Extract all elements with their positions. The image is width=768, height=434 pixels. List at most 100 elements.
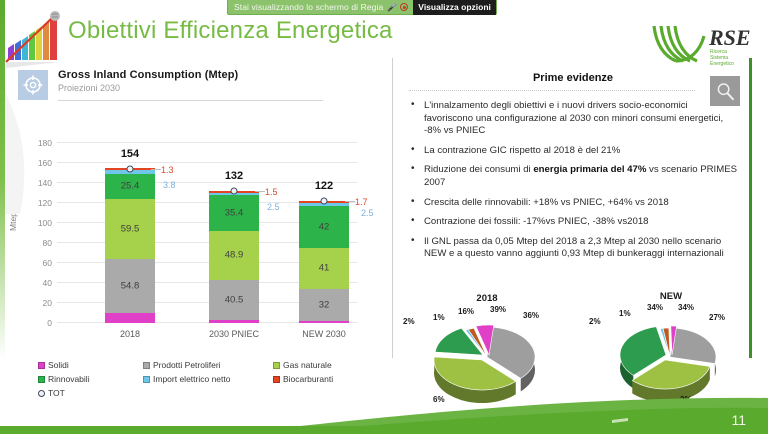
x-axis-tick: 2018 (119, 329, 141, 339)
bar-segment: 32 (299, 288, 349, 321)
y-axis-tick: 40 (42, 278, 52, 288)
evidence-bullet: Crescita delle rinnovabili: +18% vs PNIE… (407, 196, 739, 210)
bar-segment: 40.5 (209, 279, 259, 321)
gridline: 60 (43, 258, 357, 268)
bar-segment-label: 54.8 (120, 280, 140, 292)
evidence-bullet: Riduzione dei consumi di energia primari… (407, 163, 739, 189)
pie-chart-2018 (433, 324, 536, 403)
y-axis-tick: 60 (42, 258, 52, 268)
pie-slice[interactable] (434, 327, 484, 356)
screen-share-banner: Stai visualizzando lo schermo di Regia 🎤… (227, 0, 497, 15)
left-accent-bar (0, 0, 5, 360)
legend-swatch (273, 375, 280, 383)
chart-card-title: Gross Inland Consumption (Mtep) (58, 69, 239, 81)
bar-segment-label: 41 (318, 262, 330, 274)
legend-label: TOT (48, 388, 65, 398)
pie-slice[interactable] (631, 359, 711, 390)
gridline: 0 (47, 318, 357, 328)
gridline: 160 (38, 158, 357, 168)
pie-slice[interactable] (670, 325, 677, 356)
biocarburanti-callout: 1.5 (265, 187, 278, 197)
pie-slice-percent: 27% (709, 313, 726, 322)
y-axis-tick: 80 (42, 238, 52, 248)
legend-item[interactable]: Biocarburanti (273, 374, 368, 384)
legend-swatch (143, 375, 150, 383)
pie-slice[interactable] (433, 356, 517, 391)
target-crosshair-icon (18, 70, 48, 100)
pie-slice[interactable] (662, 327, 671, 358)
pie-chart-title: NEW (659, 291, 683, 302)
gridline: 20 (43, 298, 357, 308)
legend-item[interactable]: TOT (38, 388, 143, 398)
y-axis-tick: 140 (37, 178, 52, 188)
pie-slice[interactable] (475, 324, 495, 357)
total-marker (126, 165, 134, 173)
svg-text:Sistema: Sistema (710, 55, 728, 61)
legend-label: Import elettrico netto (153, 374, 231, 384)
bar-total-label: 154 (120, 148, 140, 160)
pie-slice-percent: 2% (589, 317, 601, 326)
y-axis-label: Mtep (8, 212, 18, 231)
pie-slice[interactable] (669, 327, 717, 364)
y-axis-tick: 180 (37, 138, 52, 148)
bar-segment: 35.4 (209, 195, 259, 231)
import-elettrico-callout: 3.8 (163, 180, 176, 190)
bar-segment-label: 59.5 (120, 223, 140, 235)
bar-total-label: 132 (224, 170, 244, 182)
evidence-bullet: L'innalzamento degli obiettivi e i nuovi… (407, 99, 739, 138)
page-number: 11 (731, 412, 746, 428)
pie-slice-percent: 34% (647, 303, 664, 312)
view-options-button[interactable]: Visualizza opzioni (413, 0, 496, 15)
pie-slice-percent: 39% (490, 305, 507, 314)
gridline: 100 (38, 218, 357, 228)
gridline: 40 (43, 278, 357, 288)
chart-card-header: Gross Inland Consumption (Mtep) Proiezio… (18, 69, 323, 104)
svg-text:Ricerca: Ricerca (710, 49, 727, 55)
pie-slice-side (434, 357, 516, 403)
biocarburanti-callout: 1.7 (355, 197, 368, 207)
legend-label: Rinnovabili (48, 374, 90, 384)
x-axis-tick: 2030 PNIEC (208, 329, 260, 339)
bar-segment (105, 313, 155, 323)
legend-item[interactable]: Import elettrico netto (143, 374, 273, 384)
legend-item[interactable]: Gas naturale (273, 360, 368, 370)
legend-item[interactable]: Prodotti Petroliferi (143, 360, 273, 370)
bar-segment-label: 32 (318, 299, 330, 311)
pie-slice[interactable] (467, 327, 488, 358)
pie-chart-new (619, 325, 717, 402)
bar-segment (299, 320, 349, 323)
evidence-panel-divider (409, 90, 695, 91)
footer-strip (0, 426, 768, 434)
pie-slice[interactable] (619, 326, 667, 376)
legend-item[interactable]: Rinnovabili (38, 374, 143, 384)
gridline: 120 (38, 198, 357, 208)
bar-chart: Mtep 180 160 140 120 100 80 60 40 20 0 54.8 59.5 25.… (8, 135, 374, 350)
rse-logo: RSE Ricerca Sistema Energetico (652, 25, 751, 67)
bar-segment-label: 35.4 (224, 207, 244, 219)
legend-label: Solidi (48, 360, 69, 370)
bar-segment (209, 320, 259, 323)
callout-leader-line (255, 191, 265, 192)
legend-label: Prodotti Petroliferi (153, 360, 221, 370)
legend-item[interactable]: Solidi (38, 360, 143, 370)
legend-label: Biocarburanti (283, 374, 334, 384)
bar-segment: 42 (299, 205, 349, 248)
pie-slice-percent: 36% (523, 311, 540, 320)
bar-segment: 59.5 (105, 199, 155, 259)
legend-swatch (273, 361, 280, 369)
y-axis-tick: 160 (37, 158, 52, 168)
screen-share-message: Stai visualizzando lo schermo di Regia (234, 2, 384, 12)
gridline: 140 (38, 178, 357, 188)
y-axis-tick: 100 (37, 218, 52, 228)
pie-slice-percent: 2% (403, 317, 415, 326)
pie-slice[interactable] (486, 326, 536, 379)
evidence-bullet-list: L'innalzamento degli obiettivi e i nuovi… (407, 99, 739, 261)
pie-slice-side (632, 366, 710, 402)
legend-swatch (38, 361, 45, 369)
pie-slice-percent: 34% (678, 303, 695, 312)
bar-total-label: 122 (314, 180, 334, 192)
biocarburanti-callout: 1.3 (161, 165, 174, 175)
evidence-panel: Prime evidenze L'innalzamento degli obie… (392, 58, 752, 358)
bar-segment-label: 42 (318, 221, 330, 233)
